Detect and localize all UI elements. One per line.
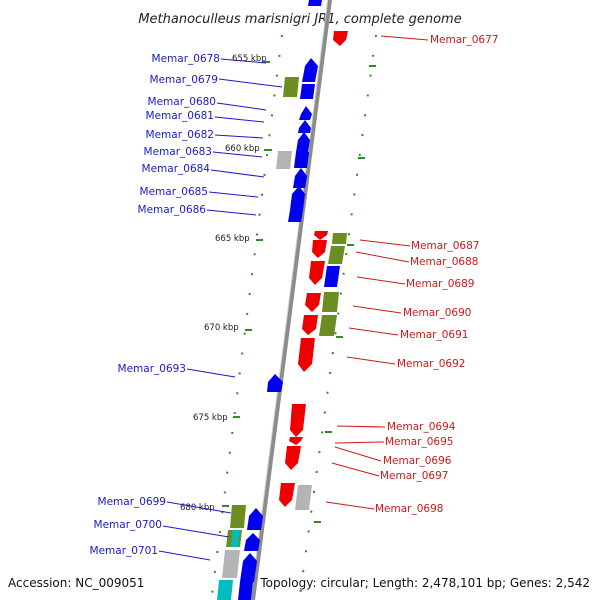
- gene-0682: [296, 132, 310, 152]
- gene-0678: [302, 58, 318, 82]
- gene-0684: [293, 168, 307, 188]
- label-memar-0690: Memar_0690: [403, 307, 471, 319]
- reverse-genes: [279, 31, 348, 507]
- right-track-ticks: [314, 65, 376, 523]
- genome-summary-text: Topology: circular; Length: 2,478,101 bp…: [259, 576, 590, 590]
- gene-0689: [324, 266, 340, 287]
- label-memar-0682: Memar_0682: [146, 129, 214, 141]
- gene-0681: [298, 120, 311, 133]
- gene-0685: [290, 186, 305, 210]
- label-memar-0677: Memar_0677: [430, 34, 498, 46]
- label-memar-0687: Memar_0687: [411, 240, 479, 252]
- label-memar-0701: Memar_0701: [90, 545, 158, 557]
- genome-backbone: [251, 0, 332, 600]
- gene-0680: [299, 106, 312, 120]
- gene-0686: [288, 210, 303, 222]
- feature-olive-0699: [230, 505, 246, 528]
- feature-gray-0701: [222, 550, 240, 578]
- label-leaders-left: [158, 58, 283, 561]
- feature-cyan-0702: [217, 580, 233, 600]
- right-gene-labels: Memar_0677 Memar_0687 Memar_0688 Memar_0…: [375, 34, 498, 515]
- label-memar-0683: Memar_0683: [144, 146, 212, 158]
- label-memar-0679: Memar_0679: [150, 74, 218, 86]
- map-title: Methanoculleus marisnigri JR1, complete …: [138, 12, 461, 27]
- label-memar-0693: Memar_0693: [118, 363, 186, 375]
- gene-0692: [298, 338, 315, 372]
- feature-cyan-0700: [231, 530, 240, 547]
- label-memar-0681: Memar_0681: [146, 110, 214, 122]
- label-memar-0685: Memar_0685: [140, 186, 208, 198]
- gene-0693: [267, 374, 283, 392]
- feature-olive-0687: [332, 233, 347, 244]
- gene-0696: [285, 446, 301, 470]
- label-memar-0691: Memar_0691: [400, 329, 468, 341]
- gene-0679: [300, 84, 315, 99]
- feature-olive-0688: [328, 246, 345, 264]
- label-memar-0678: Memar_0678: [152, 53, 220, 65]
- gene-0702: [238, 582, 253, 600]
- label-memar-0699: Memar_0699: [98, 496, 166, 508]
- gene-0690: [305, 293, 321, 312]
- label-memar-0694: Memar_0694: [387, 421, 456, 433]
- backbone-highlight: [250, 0, 329, 600]
- gene-0694: [290, 404, 306, 437]
- kbp-label-655: 655 kbp: [232, 54, 267, 64]
- label-memar-0692: Memar_0692: [397, 358, 465, 370]
- accession-text: Accession: NC_009051: [8, 576, 144, 590]
- gene-0688-b: [309, 261, 325, 285]
- gene-0701: [240, 553, 257, 582]
- forward-genes: [238, 0, 340, 600]
- gene-0695: [289, 437, 303, 445]
- gene-blue-top: [308, 0, 322, 6]
- feature-boxes: [217, 77, 347, 600]
- kbp-tick-marks: [222, 61, 272, 507]
- label-leaders-right: [325, 35, 429, 510]
- gene-0691: [302, 315, 318, 335]
- gene-0699: [247, 508, 263, 530]
- label-memar-0695: Memar_0695: [385, 436, 453, 448]
- label-memar-0696: Memar_0696: [383, 455, 452, 467]
- kbp-label-660: 660 kbp: [225, 144, 260, 154]
- label-memar-0686: Memar_0686: [138, 204, 207, 216]
- kbp-label-665: 665 kbp: [215, 234, 250, 244]
- gene-0698: [279, 483, 295, 507]
- label-memar-0684: Memar_0684: [142, 163, 211, 175]
- gene-0683: [294, 152, 309, 168]
- feature-olive-0690: [322, 292, 339, 312]
- kbp-label-670: 670 kbp: [204, 323, 239, 333]
- gene-0687: [314, 231, 328, 240]
- label-memar-0697: Memar_0697: [380, 470, 448, 482]
- feature-gray-0683: [276, 151, 292, 169]
- gene-0688-a: [312, 240, 327, 258]
- kbp-label-675: 675 kbp: [193, 413, 228, 423]
- label-memar-0700: Memar_0700: [94, 519, 162, 531]
- label-memar-0698: Memar_0698: [375, 503, 443, 515]
- label-memar-0688: Memar_0688: [410, 256, 478, 268]
- gene-0677: [333, 31, 348, 46]
- label-memar-0689: Memar_0689: [406, 278, 474, 290]
- kbp-labels: 655 kbp 660 kbp 665 kbp 670 kbp 675 kbp …: [180, 54, 267, 513]
- feature-olive-0691: [319, 315, 337, 336]
- gene-0700: [244, 533, 260, 551]
- kbp-label-680: 680 kbp: [180, 503, 215, 513]
- feature-gray-0698: [295, 485, 312, 510]
- left-gene-labels: Memar_0678 Memar_0679 Memar_0680 Memar_0…: [90, 53, 220, 557]
- label-memar-0680: Memar_0680: [148, 96, 216, 108]
- feature-olive-0679: [283, 77, 299, 97]
